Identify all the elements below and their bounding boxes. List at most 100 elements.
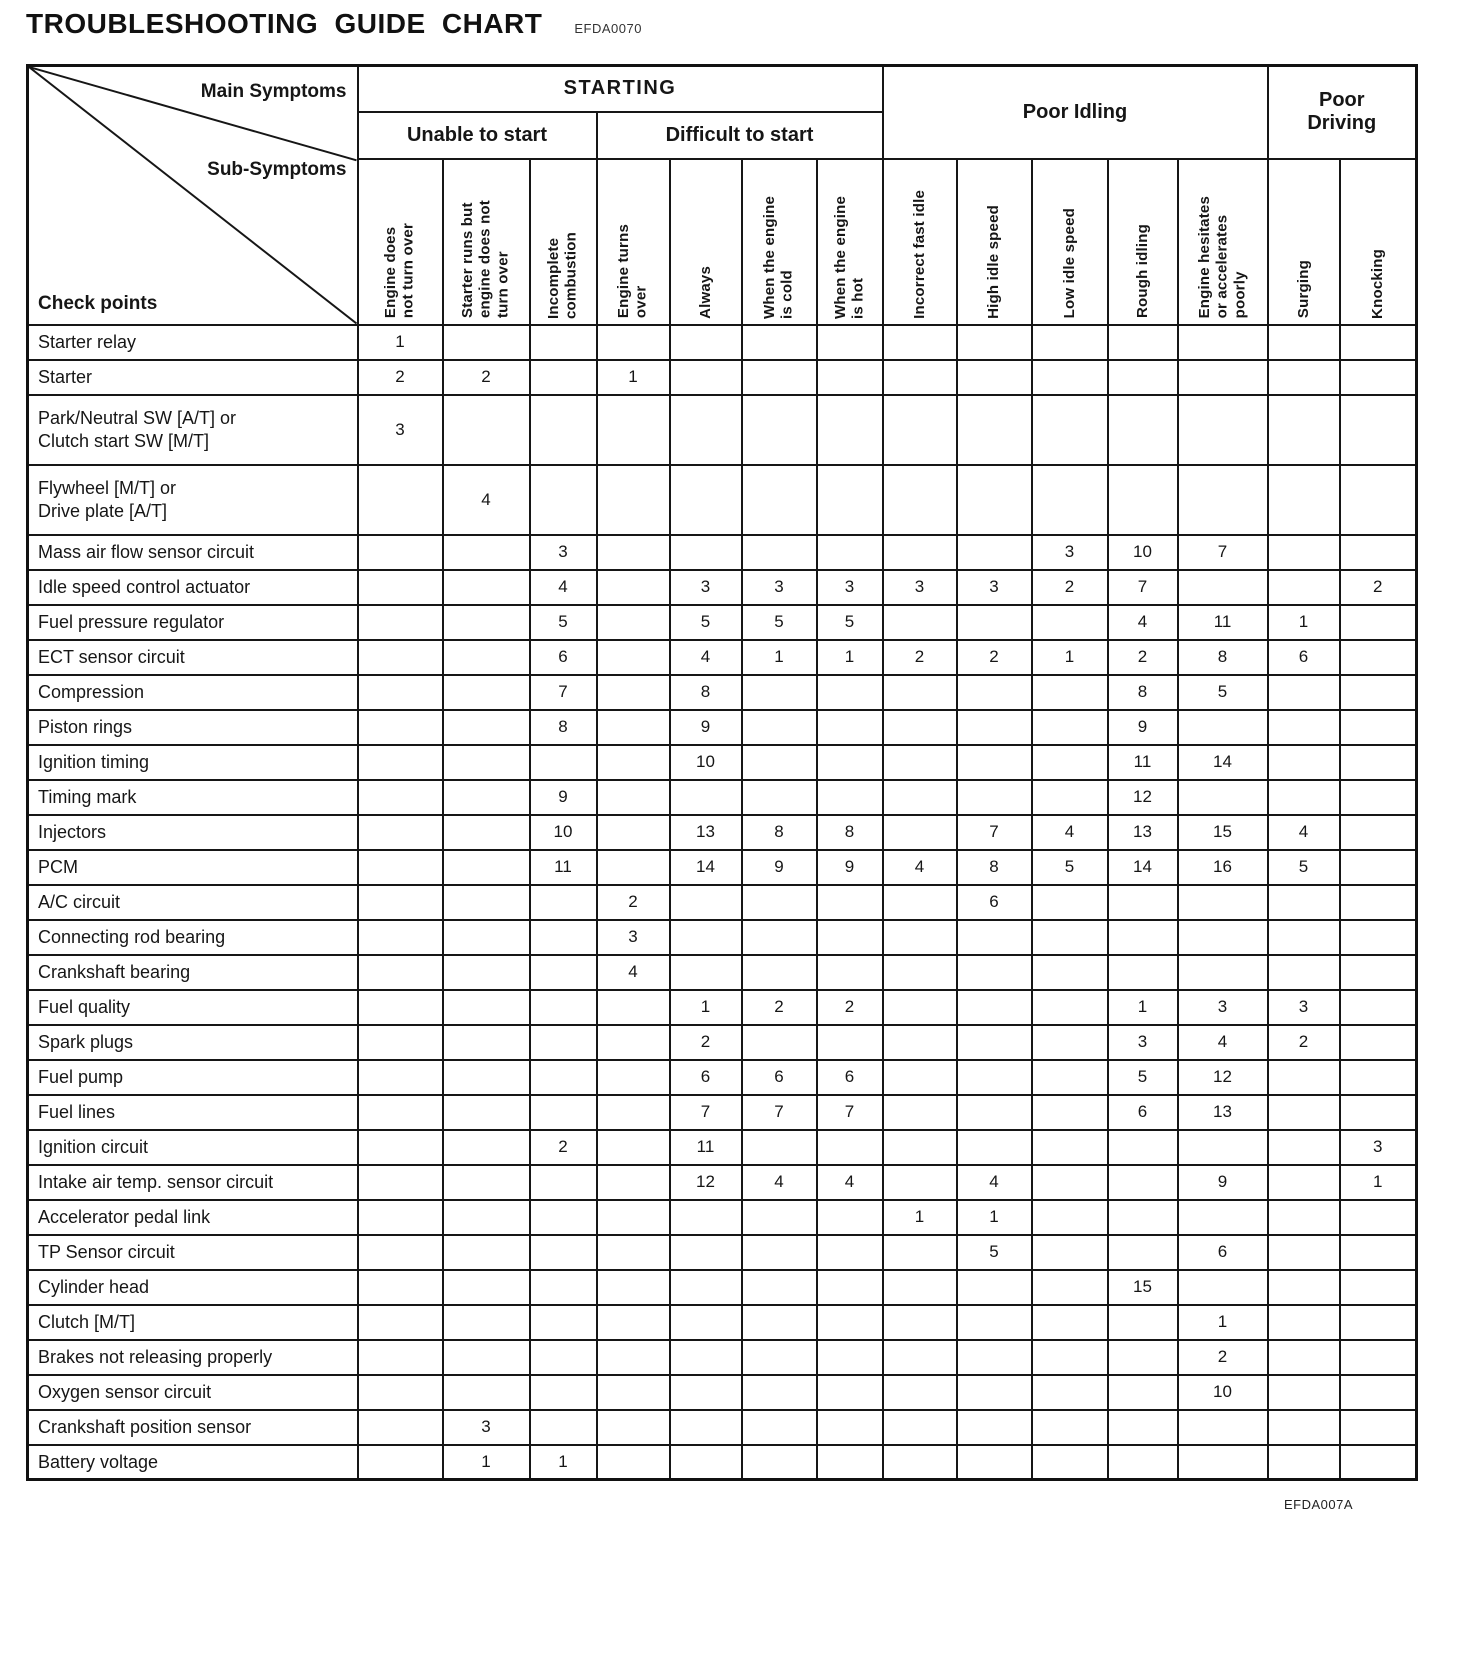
check-point-label: Ignition circuit [26,1128,359,1166]
value-cell: 7 [740,1093,818,1131]
value-cell [955,1058,1033,1096]
sub-symptom-column-header: Low idle speed [1030,157,1109,326]
table-row: Starter relay 1 [26,323,1418,361]
value-cell [1266,953,1341,991]
value-cell [441,638,531,676]
value-cell [881,393,958,466]
value-cell [1030,883,1109,921]
value-cell: 2 [1338,568,1418,606]
value-cell: 3 [441,1408,531,1446]
value-cell [1338,603,1418,641]
value-cell [441,1093,531,1131]
check-point-label: Spark plugs [26,1023,359,1061]
value-cell [815,1233,884,1271]
check-point-label: Fuel pressure regulator [26,603,359,641]
value-cell: 2 [528,1128,598,1166]
value-cell [881,1128,958,1166]
value-cell: 1 [441,1443,531,1481]
value-cell: 1 [595,358,671,396]
value-cell [740,953,818,991]
value-cell [441,323,531,361]
value-cell: 2 [740,988,818,1026]
value-cell [528,358,598,396]
value-cell [668,1198,743,1236]
value-cell: 13 [668,813,743,851]
value-cell [740,778,818,816]
main-symptoms-label: Main Symptoms [200,81,347,102]
value-cell: 3 [668,568,743,606]
value-cell: 14 [668,848,743,886]
value-cell [1030,1268,1109,1306]
value-cell [528,743,598,781]
value-cell [955,1443,1033,1481]
value-cell: 12 [1176,1058,1269,1096]
check-point-label: PCM [26,848,359,886]
value-cell [1176,1128,1269,1166]
value-cell: 5 [815,603,884,641]
value-cell [955,463,1033,536]
value-cell: 1 [1266,603,1341,641]
value-cell [1106,953,1179,991]
value-cell [1176,568,1269,606]
value-cell [441,813,531,851]
value-cell: 5 [668,603,743,641]
value-cell [595,1303,671,1341]
value-cell: 2 [1266,1023,1341,1061]
value-cell [1266,778,1341,816]
table-row: Piston rings 8 9 9 [26,708,1418,746]
check-point-label: Fuel pump [26,1058,359,1096]
value-cell [1176,883,1269,921]
value-cell [1030,953,1109,991]
value-cell [815,358,884,396]
value-cell [595,463,671,536]
value-cell [1338,1443,1418,1481]
value-cell [1266,1443,1341,1481]
value-cell [1338,1233,1418,1271]
value-cell: 8 [1176,638,1269,676]
value-cell [1266,1058,1341,1096]
value-cell [740,533,818,571]
value-cell [881,778,958,816]
value-cell: 6 [740,1058,818,1096]
value-cell [815,1268,884,1306]
sub-symptom-label: Engine does not turn over [382,223,417,319]
value-cell [1338,1058,1418,1096]
value-cell [1266,1233,1341,1271]
value-cell: 6 [1106,1093,1179,1131]
value-cell: 8 [740,813,818,851]
value-cell [815,778,884,816]
value-cell [356,953,444,991]
value-cell [595,638,671,676]
value-cell [528,988,598,1026]
table-header: Main Symptoms Sub-Symptoms Check points … [26,64,1418,326]
value-cell [1266,708,1341,746]
value-cell: 16 [1176,848,1269,886]
value-cell [1176,463,1269,536]
value-cell [528,883,598,921]
value-cell [1338,1338,1418,1376]
title-bar: TROUBLESHOOTING GUIDE CHART EFDA0070 [26,8,1472,60]
check-point-label: Starter [26,358,359,396]
table-row: Cylinder head 15 [26,1268,1418,1306]
value-cell [1176,1408,1269,1446]
value-cell [528,463,598,536]
value-cell: 11 [1176,603,1269,641]
check-point-label: Injectors [26,813,359,851]
value-cell [441,1373,531,1411]
value-cell: 4 [528,568,598,606]
value-cell [881,1303,958,1341]
sub-symptom-label: When the engine is hot [831,195,867,319]
value-cell [1338,883,1418,921]
value-cell [668,393,743,466]
value-cell: 10 [528,813,598,851]
value-cell [881,1023,958,1061]
value-cell [1266,1408,1341,1446]
value-cell [955,953,1033,991]
value-cell [1176,708,1269,746]
value-cell [1106,393,1179,466]
value-cell: 4 [1106,603,1179,641]
value-cell: 6 [1176,1233,1269,1271]
value-cell: 7 [955,813,1033,851]
value-cell [595,778,671,816]
value-cell [740,1338,818,1376]
